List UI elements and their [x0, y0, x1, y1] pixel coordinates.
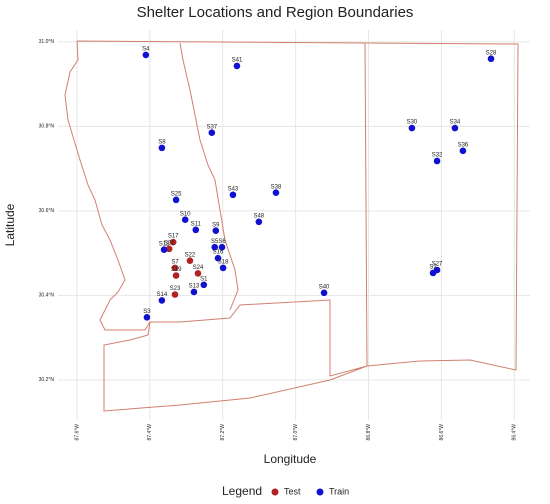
y-tick-label: 30.4°N: [39, 293, 55, 299]
river-line: [179, 42, 239, 311]
point-label: S19: [171, 267, 182, 273]
shelter-point: [429, 269, 437, 277]
legend: Test Train: [271, 486, 349, 496]
shelter-point: [218, 243, 226, 251]
point-label: S18: [218, 259, 229, 265]
point-label: S4: [142, 47, 150, 53]
point-label: S32: [432, 153, 443, 159]
point-label: S16: [213, 250, 224, 256]
point-label: S12: [159, 241, 170, 247]
point-label: S27: [432, 262, 443, 268]
shelter-point: [142, 51, 150, 59]
point-label: S48: [253, 213, 264, 219]
y-tick-label: 30.2°N: [39, 377, 55, 383]
shelter-point: [171, 264, 179, 272]
shelter-point: [194, 270, 202, 277]
x-tick-label: 86.8°W: [366, 424, 372, 441]
point-label: S38: [271, 184, 282, 190]
shelter-point: [181, 216, 189, 224]
legend-title: Legend: [222, 484, 262, 498]
shelter-point: [214, 254, 222, 262]
x-tick-label: 87.6°W: [74, 424, 80, 441]
point-label: S2: [429, 265, 437, 271]
point-label: S1: [200, 276, 208, 282]
shelter-point: [255, 218, 263, 226]
shelter-point: [211, 243, 219, 251]
shelter-point: [272, 189, 280, 196]
x-tick-label: 87.4°W: [147, 424, 153, 441]
y-tick-label: 30.8°N: [39, 124, 55, 130]
point-label: S41: [232, 57, 243, 63]
point-label: S9: [212, 222, 220, 228]
shelter-point: [192, 226, 200, 234]
shelter-point: [143, 314, 151, 321]
y-axis-label: Latitude: [3, 203, 17, 246]
x-tick-label: 87.2°W: [220, 424, 226, 441]
point-label: S24: [193, 265, 204, 271]
shelter-point: [172, 196, 180, 204]
shelter-point: [160, 246, 168, 254]
shelter-point: [158, 297, 166, 304]
shelter-point: [487, 55, 495, 63]
point-label: S43: [228, 186, 239, 192]
legend-label: Test: [284, 486, 301, 496]
shelter-point: [459, 147, 467, 155]
x-tick-label: 87.0°W: [293, 424, 299, 441]
point-label: S36: [458, 142, 469, 148]
point-label: S40: [319, 284, 330, 290]
shelter-point: [212, 227, 220, 235]
point-label: S21: [164, 240, 175, 246]
point-label: S6: [218, 239, 226, 245]
point-label: S13: [189, 284, 200, 290]
point-label: S7: [171, 259, 179, 265]
point-label: S11: [191, 221, 202, 227]
shelter-point: [165, 245, 173, 253]
legend-label: Train: [329, 486, 349, 496]
shelter-point: [229, 191, 237, 199]
shelter-point: [451, 124, 459, 132]
point-label: S28: [486, 50, 497, 56]
y-tick-label: 30.6°N: [39, 208, 55, 214]
shelter-point: [190, 288, 198, 296]
point-label: S3: [143, 309, 151, 315]
shelter-point: [408, 124, 416, 132]
shelter-point: [169, 238, 177, 246]
point-label: S37: [206, 124, 217, 130]
legend-swatch: [271, 488, 279, 496]
shelter-point: [158, 144, 166, 152]
y-tick-label: 31.0°N: [39, 39, 55, 45]
x-tick-label: 86.4°W: [512, 424, 518, 441]
point-label: S30: [407, 120, 418, 126]
point-label: S22: [185, 252, 196, 258]
shelter-point: [208, 129, 216, 136]
shelter-point: [186, 257, 194, 265]
point-label: S34: [450, 120, 461, 126]
point-label: S5: [211, 239, 219, 245]
point-label: S14: [157, 292, 168, 298]
shelter-point: [219, 264, 227, 272]
point-label: S25: [171, 191, 182, 197]
shelter-point: [233, 62, 241, 70]
chart-title: Shelter Locations and Region Boundaries: [137, 4, 414, 21]
grid: [58, 30, 530, 420]
x-axis-label: Longitude: [264, 452, 317, 466]
shelter-point: [433, 157, 441, 165]
east-region: [364, 42, 519, 371]
point-label: S10: [180, 211, 191, 217]
west-region: [64, 40, 368, 412]
point-label: S23: [170, 286, 181, 292]
shelter-point: [172, 272, 180, 279]
shelter-point: [171, 291, 179, 298]
x-tick-label: 86.6°W: [439, 424, 445, 441]
shelter-point: [200, 281, 208, 289]
legend-swatch: [316, 488, 324, 496]
point-label: S8: [158, 139, 166, 145]
shelter-point: [320, 289, 328, 297]
region-boundaries: [64, 40, 519, 412]
point-label: S17: [168, 234, 179, 240]
